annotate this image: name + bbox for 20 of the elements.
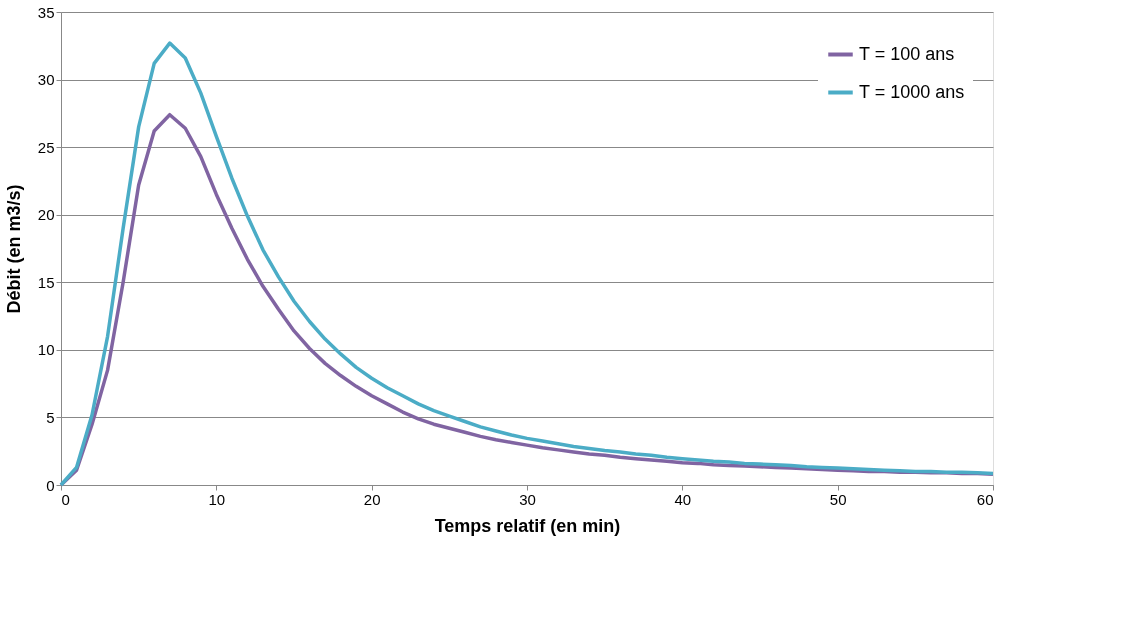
y-tick-label: 35 — [37, 3, 55, 21]
line-series — [59, 41, 995, 487]
x-tick-label: 50 — [829, 490, 847, 508]
x-tick-label: 40 — [674, 490, 692, 508]
y-tick-label: 10 — [37, 341, 55, 359]
x-tick-label: 10 — [208, 490, 226, 508]
y-tick-label: 5 — [46, 408, 55, 426]
y-tick-label: 30 — [37, 71, 55, 89]
y-tick-label: 0 — [46, 476, 55, 494]
y-tick-label: 25 — [37, 138, 55, 156]
y-tick-label: 20 — [37, 206, 55, 224]
x-axis-title: Temps relatif (en min) — [434, 515, 621, 536]
y-tick-label: 15 — [37, 273, 55, 291]
x-tick-label: 30 — [519, 490, 536, 508]
legend-label: T = 1000 ans — [859, 81, 965, 102]
y-axis-title: Débit (en m3/s) — [3, 184, 24, 314]
x-tick-label: 20 — [363, 490, 381, 508]
legend-label: T = 100 ans — [859, 43, 955, 64]
x-tick-label: 0 — [61, 490, 70, 508]
x-tick-label: 60 — [976, 490, 994, 508]
